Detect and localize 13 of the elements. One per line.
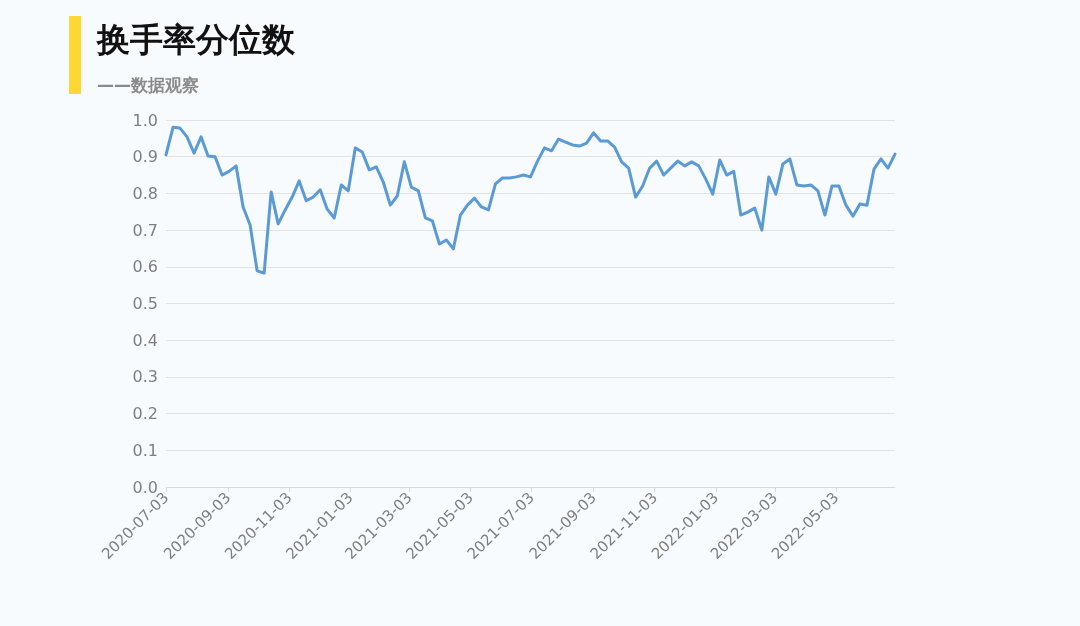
chart-title: 换手率分位数 — [97, 19, 295, 61]
y-tick-label: 0.5 — [132, 294, 158, 313]
y-tick-label: 0.9 — [132, 147, 158, 167]
y-tick-label: 1.0 — [132, 110, 158, 130]
line-series — [164, 125, 897, 275]
y-tick-label: 0.2 — [132, 404, 158, 424]
y-tick-label: 0.4 — [132, 330, 158, 350]
y-tick-label: 0.1 — [132, 440, 158, 460]
y-tick-label: 0.6 — [132, 257, 158, 277]
y-tick-label: 0.3 — [132, 367, 158, 387]
y-tick-label: 0.8 — [132, 183, 158, 203]
y-tick-label: 0.7 — [132, 220, 158, 240]
chart-subtitle: ——数据观察 — [97, 74, 199, 97]
